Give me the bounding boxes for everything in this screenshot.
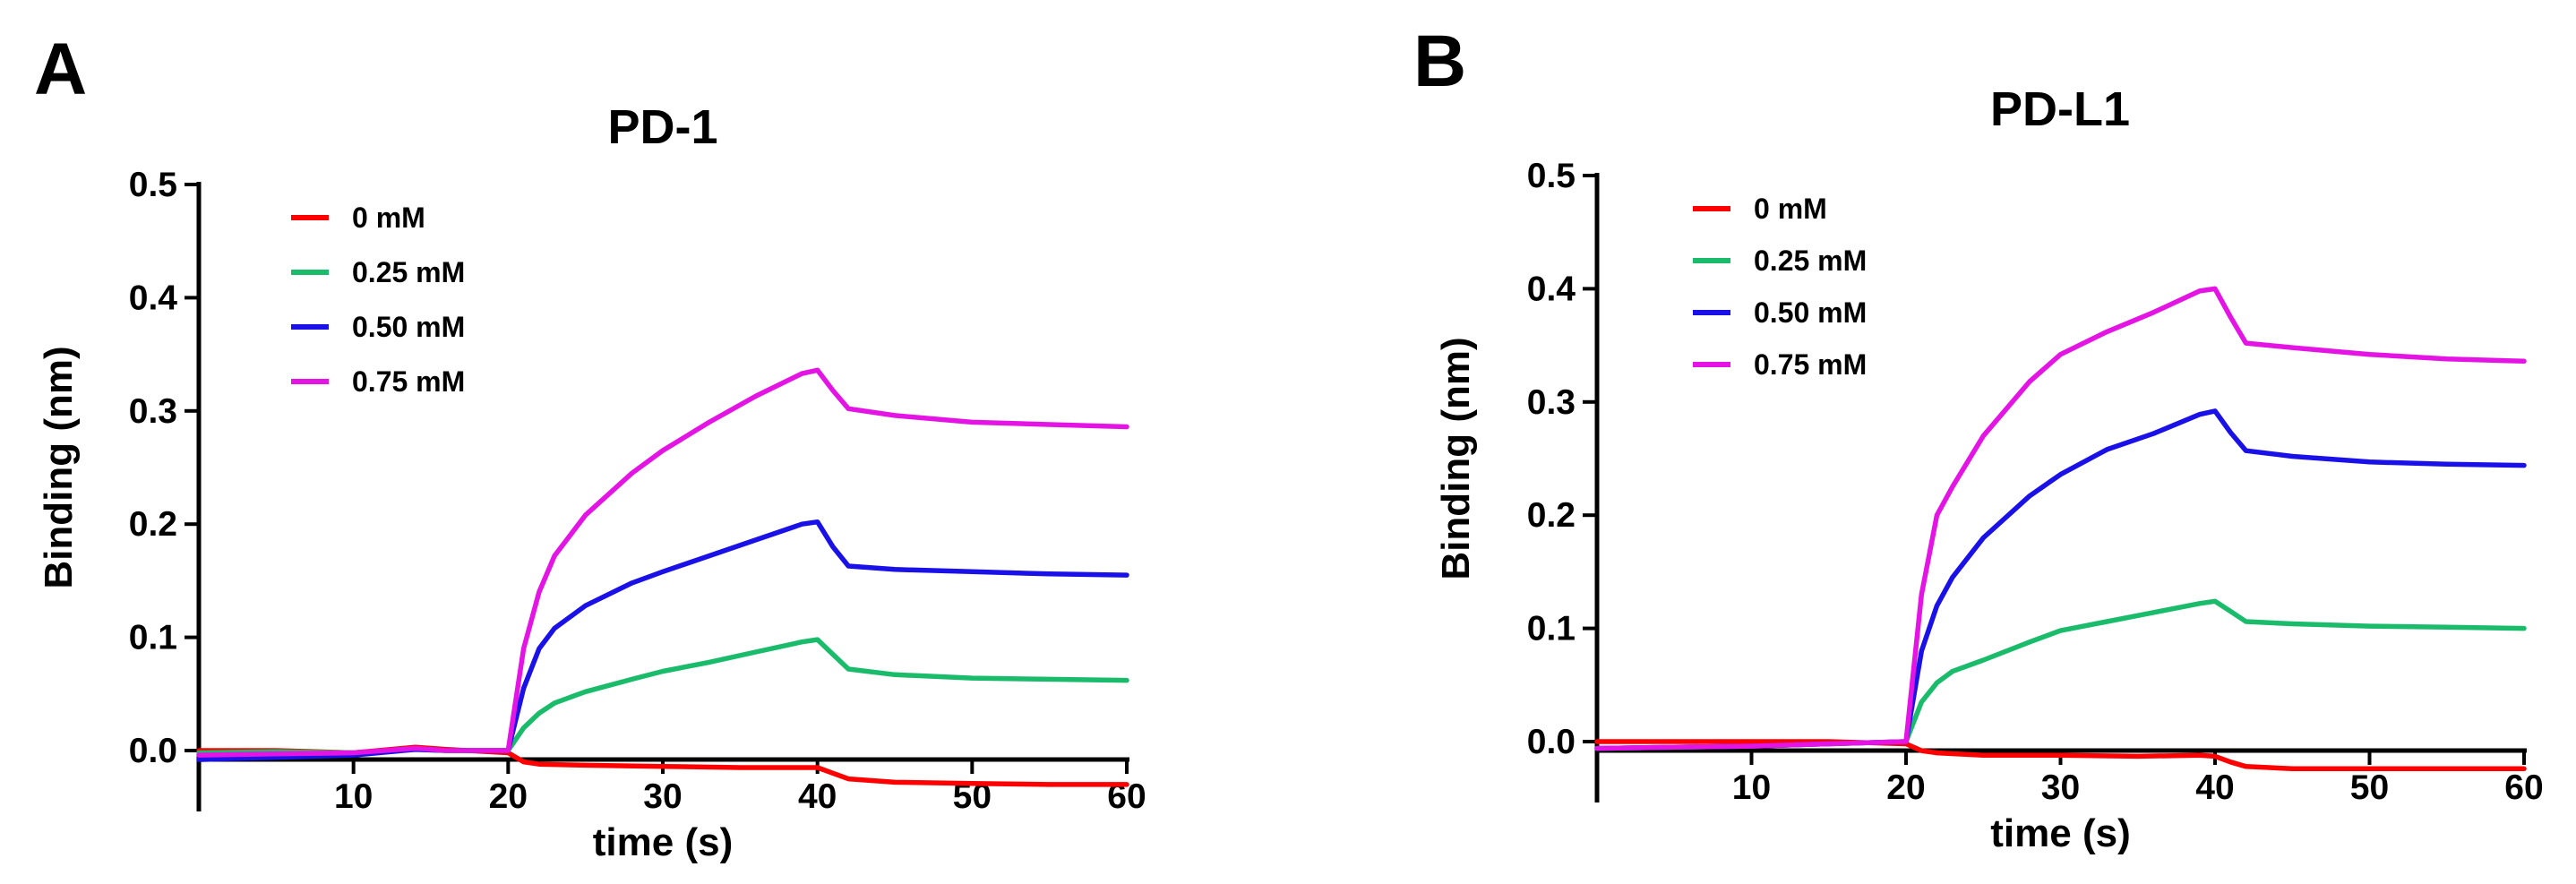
series-line-0-75-mm	[1594, 286, 2527, 751]
legend-label: 0.75 mM	[1754, 348, 1867, 381]
legend-label: 0 mM	[1754, 193, 1827, 225]
y-tick-label: 0.1	[1527, 610, 1576, 648]
panel-label-b: B	[1413, 21, 1466, 102]
x-tick-label: 40	[2195, 768, 2234, 807]
legend-label: 0.75 mM	[352, 365, 465, 398]
series-line-0-25-mm	[196, 637, 1129, 756]
y-tick-label: 0.1	[129, 619, 177, 657]
chart-pd-l1: PD-L1 0.0 0.1 0.2 0.3 0.4 0.5 10 20 30 40 50 60 time …	[1434, 82, 2544, 855]
x-tick-label: 20	[489, 777, 528, 816]
x-tick-label: 30	[643, 777, 682, 816]
y-tick-label: 0.3	[1527, 383, 1576, 422]
legend-label: 0.25 mM	[1754, 245, 1867, 277]
y-tick-label: 0.5	[1527, 157, 1576, 195]
chart-title: PD-L1	[1990, 82, 2130, 136]
x-tick-label: 10	[1732, 768, 1771, 807]
series-line-0-25-mm	[1594, 598, 2527, 751]
y-tick-label: 0.4	[129, 279, 178, 317]
y-tick-label: 0.2	[129, 505, 177, 544]
y-tick-label: 0.4	[1527, 270, 1576, 308]
y-tick-label: 0.0	[1527, 723, 1576, 761]
series-line-0-75-mm	[196, 367, 1129, 758]
chart-title: PD-1	[607, 100, 717, 154]
x-axis-label: time (s)	[593, 820, 733, 864]
x-tick-label: 60	[2504, 768, 2543, 807]
series-line-0-50-mm	[1594, 408, 2527, 751]
y-tick-label: 0.5	[129, 166, 177, 204]
legend-label: 0.50 mM	[1754, 296, 1867, 329]
x-tick-label: 50	[2350, 768, 2389, 807]
x-tick-label: 30	[2041, 768, 2080, 807]
y-axis-label: Binding (nm)	[1434, 337, 1478, 579]
x-axis-label: time (s)	[1990, 811, 2130, 855]
legend-label: 0 mM	[352, 202, 425, 234]
legend-label: 0.50 mM	[352, 311, 465, 343]
series-line-0-mm	[1594, 739, 2527, 772]
x-tick-label: 20	[1886, 768, 1925, 807]
y-axis-label: Binding (nm)	[37, 346, 81, 588]
series-line-0-50-mm	[196, 519, 1129, 762]
x-tick-label: 40	[798, 777, 837, 816]
x-tick-label: 10	[334, 777, 373, 816]
y-tick-label: 0.3	[129, 392, 177, 431]
panel-label-a: A	[34, 29, 87, 110]
y-tick-label: 0.0	[129, 732, 177, 770]
legend-label: 0.25 mM	[352, 256, 465, 288]
y-tick-label: 0.2	[1527, 496, 1576, 535]
